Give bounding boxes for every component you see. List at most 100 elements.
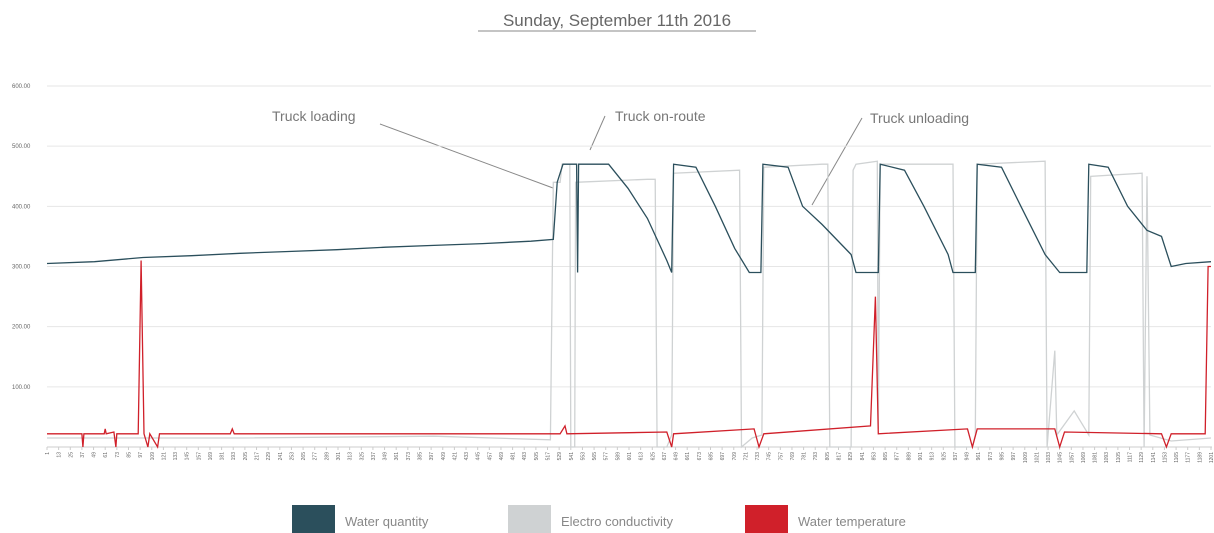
x-tick-label: 1021 [1034,452,1040,463]
x-tick-label: 601 [627,452,633,461]
x-tick-label: 421 [452,452,458,461]
x-tick-label: 805 [825,452,831,461]
x-tick-label: 481 [511,452,517,461]
y-tick-label: 100.00 [12,385,31,391]
x-tick-label: 1117 [1128,452,1134,463]
x-tick-label: 85 [126,452,132,458]
x-tick-label: 1141 [1151,452,1157,463]
x-tick-label: 697 [720,452,726,461]
x-tick-label: 433 [464,452,470,461]
x-tick-label: 829 [848,452,854,461]
x-tick-label: 121 [161,452,167,461]
x-tick-label: 265 [301,452,307,461]
x-tick-label: 613 [639,452,645,461]
x-tick-label: 721 [743,452,749,461]
x-tick-label: 973 [988,452,994,461]
legend-swatch [745,505,788,533]
x-tick-label: 1 [45,452,51,455]
series-line [47,160,1212,449]
x-tick-label: 217 [255,452,261,461]
x-tick-label: 301 [336,452,342,461]
x-tick-label: 553 [580,452,586,461]
x-tick-label: 1165 [1174,452,1180,463]
x-tick-label: 25 [68,452,74,458]
x-tick-label: 661 [685,452,691,461]
x-tick-label: 289 [324,452,330,461]
x-tick-label: 49 [92,452,98,458]
x-tick-label: 841 [860,452,866,461]
legend-swatch [508,505,551,533]
x-tick-label: 181 [220,452,226,461]
x-tick-label: 1105 [1116,452,1122,463]
legend-label: Water temperature [798,514,906,529]
annotation: Truck on-route [615,108,706,124]
x-tick-label: 1081 [1093,452,1099,463]
x-tick-label: 349 [383,452,389,461]
x-tick-label: 109 [150,452,156,461]
x-tick-label: 385 [417,452,423,461]
x-tick-label: 193 [231,452,237,461]
series-line [47,260,1211,450]
x-tick-label: 397 [429,452,435,461]
x-tick-label: 1069 [1081,452,1087,463]
y-tick-label: 600.00 [12,84,31,90]
x-tick-label: 589 [615,452,621,461]
x-tick-label: 493 [522,452,528,461]
x-tick-label: 1033 [1046,452,1052,463]
x-tick-label: 901 [918,452,924,461]
annotation-line [379,123,554,189]
x-tick-label: 649 [674,452,680,461]
x-tick-label: 997 [1011,452,1017,461]
x-tick-label: 709 [732,452,738,461]
x-tick-label: 769 [790,452,796,461]
annotation-line [589,115,606,151]
x-tick-label: 73 [115,452,121,458]
x-tick-label: 625 [650,452,656,461]
x-tick-label: 505 [534,452,540,461]
x-tick-label: 1093 [1104,452,1110,463]
x-tick-label: 877 [895,452,901,461]
x-tick-label: 313 [348,452,354,461]
x-tick-label: 277 [313,452,319,461]
x-tick-label: 733 [755,452,761,461]
annotation: Truck unloading [870,110,969,126]
x-tick-label: 793 [813,452,819,461]
x-tick-label: 241 [278,452,284,461]
x-tick-label: 889 [906,452,912,461]
x-tick-label: 577 [604,452,610,461]
x-tick-label: 1009 [1023,452,1029,463]
annotation-line [811,117,863,206]
x-tick-label: 205 [243,452,249,461]
x-tick-label: 361 [394,452,400,461]
x-tick-label: 157 [196,452,202,461]
x-tick-label: 745 [767,452,773,461]
x-tick-label: 853 [871,452,877,461]
x-tick-label: 517 [546,452,552,461]
x-tick-label: 985 [999,452,1005,461]
x-tick-label: 937 [953,452,959,461]
x-tick-label: 685 [708,452,714,461]
x-tick-label: 253 [289,452,295,461]
x-tick-label: 37 [80,452,86,458]
chart-title: Sunday, September 11th 2016 [503,11,731,30]
x-tick-label: 1177 [1186,452,1192,463]
y-tick-label: 400.00 [12,204,31,210]
series-line [46,163,1212,274]
y-tick-label: 300.00 [12,265,31,271]
x-tick-label: 229 [266,452,272,461]
x-tick-label: 757 [778,452,784,461]
x-tick-label: 457 [487,452,493,461]
x-tick-label: 865 [883,452,889,461]
x-tick-label: 673 [697,452,703,461]
legend-swatch [292,505,335,533]
legend-label: Water quantity [345,514,429,529]
x-tick-label: 1189 [1197,452,1203,463]
x-tick-label: 469 [499,452,505,461]
x-tick-label: 913 [930,452,936,461]
x-tick-label: 337 [371,452,377,461]
x-tick-label: 1129 [1139,452,1145,463]
x-tick-label: 409 [441,452,447,461]
x-tick-label: 925 [941,452,947,461]
x-tick-label: 781 [802,452,808,461]
